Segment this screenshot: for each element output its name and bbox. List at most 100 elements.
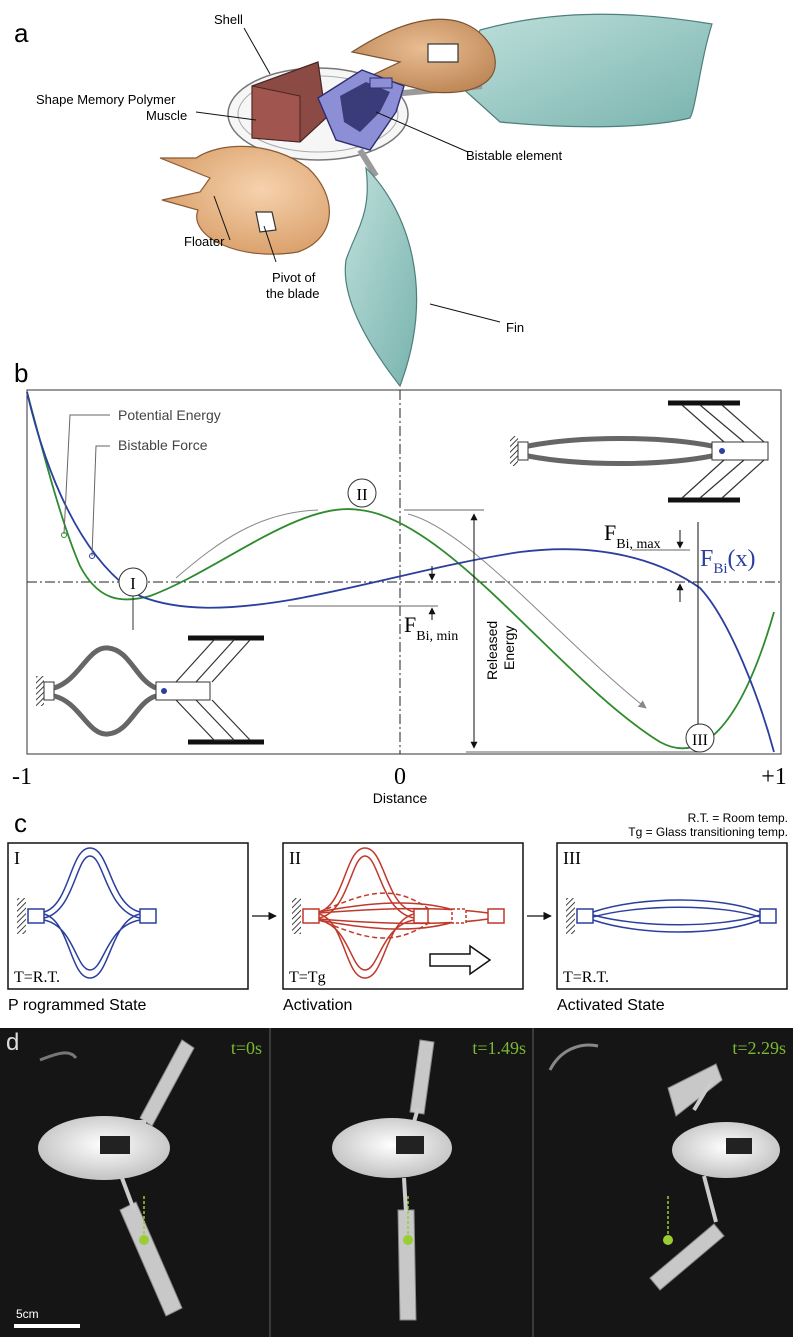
floater-bottom-shape [159,145,330,255]
fin-right-shape [459,13,713,128]
inset-i-link-top2 [211,639,251,683]
inset-state-i [36,635,264,745]
frame-1-robot [38,1039,195,1317]
inset-i-wall [36,676,44,706]
inset-iii-beam-top [527,436,713,449]
inset-i-link-top [175,639,235,683]
smp-muscle-face [251,85,301,143]
callout-smp-1: Shape Memory Polymer [36,92,176,107]
inset-i-beam-bottom [53,693,157,737]
x-axis-label: Distance [373,790,428,806]
x-tick-plus1: +1 [761,764,787,790]
bistable-inner [340,82,390,132]
state-ii-left-block [302,908,320,924]
marker-i: I [130,574,136,593]
inset-iii-wall [510,436,518,466]
guide-arrow-left [175,509,319,579]
panel-b: b Potential Energy Bistable Force I II I… [12,358,787,806]
photo-strip [0,1028,793,1337]
fmin-base: F [404,612,416,637]
frame-2-time: t=1.49s [472,1038,526,1058]
panel-a-label: a [14,18,29,48]
state-i-roman: I [14,848,20,868]
state-ii-beams [318,847,489,979]
state-ii-block-a [413,908,429,924]
state-iii-temp: T=R.T. [563,969,609,986]
legend-potential-leader [63,414,110,535]
state-ii-caption: Activation [283,997,352,1014]
state-i-wall [17,898,26,934]
state-ii-roman: II [289,848,301,868]
marker-iii: III [692,732,708,749]
frame-3-time: t=2.29s [732,1038,786,1058]
marker-ii-circle [347,478,377,508]
frame-3-robot [548,1043,780,1291]
marker-ii: II [356,485,368,504]
fmax-sub: Bi, max [616,537,660,552]
state-iii-caption: Activated State [557,997,665,1014]
inset-i-beam-top [53,645,158,691]
state-i-temp: T=R.T. [14,969,60,986]
state-ii-block-c [487,908,505,924]
curve-potential-energy [26,391,775,750]
legend-force-leader [91,445,110,557]
scale-bar [14,1324,80,1328]
inset-iii-link-bottom [681,459,765,499]
callout-smp-2: Muscle [146,108,187,123]
panel-d: d t=0s t=1.49s [0,1028,793,1337]
fin-bottom-shape [344,166,418,388]
floater-top-shape [350,18,496,94]
callout-pivot-line [263,225,277,263]
state-iii-beam-bottom [592,914,761,933]
inset-state-iii [510,400,769,503]
floater-top-window [427,43,459,63]
curve-bistable-force [26,391,775,753]
inset-i-clamp [43,681,55,701]
state-ii-temp: T=Tg [289,969,326,986]
callout-shell-line [243,27,271,75]
callout-bistable-line [375,111,469,153]
plot-frame [26,389,782,755]
bistable-tab [369,77,393,89]
inset-iii-link-top [681,404,765,443]
released-label-2: Energy [501,626,517,670]
inset-i-link-bottom2 [211,699,251,741]
state-ii-wall [292,898,301,934]
x-tick-minus1: -1 [12,764,32,790]
state-iii-left-block [576,908,594,924]
fx-sub: Bi [713,561,727,577]
fx-base: F [700,546,713,572]
inset-i-slider [155,681,211,701]
state-i-left-block [27,908,45,924]
state-ii-block-b [451,908,467,924]
callout-pivot-1: Pivot of [272,270,316,285]
callout-floater: Floater [184,234,225,249]
frame-2-robot [332,1039,452,1321]
note-tg: Tg = Glass transitioning temp. [628,825,788,839]
panel-c-label: c [14,808,27,838]
callout-floater-line [213,195,231,241]
state-iii-wall [566,898,575,934]
scale-bar-label: 5cm [16,1307,39,1321]
state-i-beam-top [43,847,141,919]
fx-label: FBi(x) [700,546,756,577]
inset-iii-beam-bottom [527,453,713,466]
floater-bottom-pivot [255,211,277,233]
fmin-sub: Bi, min [416,629,458,644]
inset-iii-pin [719,448,725,454]
guide-arrow-right [407,513,647,709]
callout-smp-line [195,111,257,121]
legend-potential-dot [61,532,67,538]
frame-1-time: t=0s [231,1038,262,1058]
callout-bistable: Bistable element [466,148,562,163]
fin-bottom-rod [357,148,379,178]
callout-shell: Shell [214,12,243,27]
panel-d-label: d [6,1029,19,1056]
fx-arg: (x) [728,546,756,572]
x-tick-0: 0 [394,764,406,790]
panel-c: c R.T. = Room temp. Tg = Glass transitio… [7,808,788,1014]
callout-pivot-2: the blade [266,286,320,301]
fmin-label: FBi, min [404,612,458,644]
fmax-base: F [604,520,616,545]
